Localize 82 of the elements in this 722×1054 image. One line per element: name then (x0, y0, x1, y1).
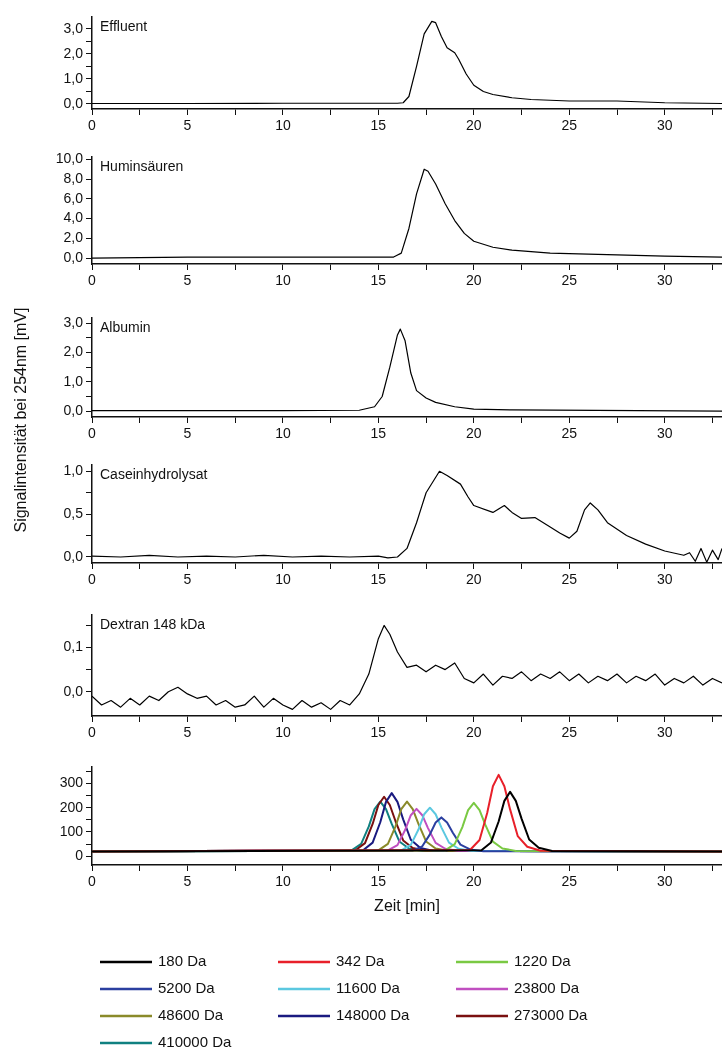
y-tick-label: 10,0 (55, 150, 84, 167)
x-tick-label: 0 (88, 873, 97, 890)
chart-title: Caseinhydrolysat (100, 466, 208, 483)
legend-label: 23800 Da (514, 979, 580, 997)
legend-label: 11600 Da (336, 979, 401, 997)
x-tick-label: 15 (370, 873, 387, 890)
chart-title: Huminsäuren (100, 158, 184, 175)
x-tick-label: 30 (656, 117, 673, 134)
y-tick-label: 3,0 (63, 314, 84, 331)
x-tick-label: 15 (370, 571, 387, 588)
x-tick-label: 15 (370, 272, 387, 289)
x-tick-label: 5 (183, 873, 192, 890)
x-tick-label: 25 (561, 873, 578, 890)
legend-label: 410000 Da (158, 1033, 233, 1051)
y-tick-label: 8,0 (63, 169, 84, 186)
x-axis-title: Zeit [min] (374, 896, 440, 914)
x-tick-label: 20 (466, 272, 482, 289)
x-tick-label: 5 (183, 724, 192, 741)
x-tick-label: 5 (183, 272, 192, 289)
y-tick-label: 6,0 (63, 189, 84, 206)
x-tick-label: 25 (561, 425, 578, 442)
x-tick-label: 30 (656, 873, 673, 890)
x-tick-label: 30 (656, 724, 673, 741)
legend-label: 180 Da (158, 952, 208, 970)
x-tick-label: 10 (275, 117, 291, 134)
y-axis-title: Signalintensität bei 254nm [mV] (11, 307, 30, 533)
y-tick-label: 2,0 (63, 343, 84, 360)
x-tick-label: 0 (88, 571, 97, 588)
x-tick-label: 0 (88, 272, 97, 289)
chart-title: Effluent (100, 18, 148, 35)
x-tick-label: 20 (466, 117, 482, 134)
legend-label: 5200 Da (158, 979, 216, 997)
x-tick-label: 10 (275, 724, 291, 741)
x-tick-label: 10 (275, 425, 291, 442)
y-tick-label: 0,0 (63, 682, 84, 699)
y-tick-label: 2,0 (63, 44, 84, 61)
legend-label: 1220 Da (514, 952, 572, 970)
y-tick-label: 1,0 (63, 462, 84, 479)
y-tick-label: 0,5 (63, 504, 84, 521)
x-tick-label: 0 (88, 724, 97, 741)
x-tick-label: 25 (561, 272, 578, 289)
chart-title: Dextran 148 kDa (100, 616, 206, 633)
x-tick-label: 20 (466, 425, 482, 442)
x-tick-label: 10 (275, 873, 291, 890)
legend-label: 48600 Da (158, 1006, 224, 1024)
x-tick-label: 20 (466, 873, 482, 890)
x-tick-label: 10 (275, 571, 291, 588)
y-tick-label: 0,1 (63, 638, 84, 655)
y-tick-label: 0,0 (63, 94, 84, 111)
x-tick-label: 15 (370, 117, 387, 134)
legend-label: 148000 Da (336, 1006, 411, 1024)
x-tick-label: 20 (466, 571, 482, 588)
y-tick-label: 1,0 (63, 372, 84, 389)
y-tick-label: 2,0 (63, 229, 84, 246)
y-tick-label: 100 (59, 822, 84, 839)
x-tick-label: 25 (561, 724, 578, 741)
y-tick-label: 0,0 (63, 547, 84, 564)
legend-label: 342 Da (336, 952, 386, 970)
y-tick-label: 200 (59, 798, 84, 815)
x-tick-label: 30 (656, 425, 673, 442)
x-tick-label: 0 (88, 117, 97, 134)
x-tick-label: 5 (183, 425, 192, 442)
x-tick-label: 5 (183, 571, 192, 588)
y-tick-label: 0,0 (63, 402, 84, 418)
x-tick-label: 30 (656, 571, 673, 588)
x-tick-label: 20 (466, 724, 482, 741)
x-tick-label: 10 (275, 272, 291, 289)
x-tick-label: 30 (656, 272, 673, 289)
chart-title: Albumin (100, 319, 151, 336)
x-tick-label: 0 (88, 425, 97, 442)
x-tick-label: 15 (370, 724, 387, 741)
y-tick-label: 300 (59, 774, 84, 791)
y-tick-label: 3,0 (63, 19, 84, 36)
x-tick-label: 25 (561, 117, 578, 134)
y-tick-label: 0 (75, 847, 84, 864)
x-tick-label: 15 (370, 425, 387, 442)
y-tick-label: 1,0 (63, 69, 84, 86)
legend-label: 273000 Da (514, 1006, 589, 1024)
x-tick-label: 5 (183, 117, 192, 134)
y-tick-label: 0,0 (63, 248, 84, 265)
x-tick-label: 25 (561, 571, 578, 588)
y-tick-label: 4,0 (63, 209, 84, 226)
